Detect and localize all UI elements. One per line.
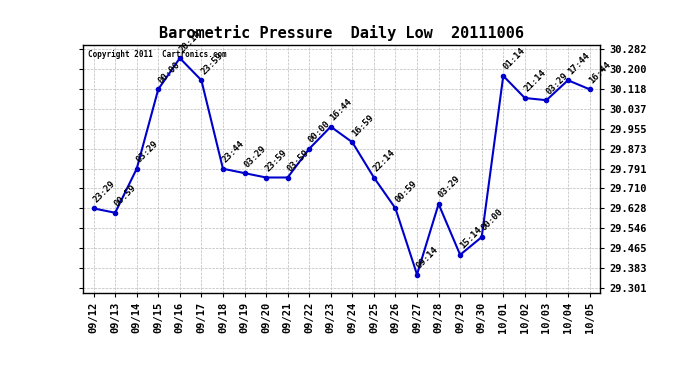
Text: 16:44: 16:44 [328, 97, 354, 123]
Text: 23:59: 23:59 [199, 51, 224, 76]
Text: 03:59: 03:59 [286, 148, 310, 173]
Text: 03:29: 03:29 [135, 139, 160, 165]
Text: 09:14: 09:14 [415, 245, 440, 270]
Text: 00:59: 00:59 [393, 179, 419, 204]
Text: 15:14: 15:14 [458, 225, 483, 251]
Text: 23:44: 23:44 [221, 139, 246, 165]
Text: 00:00: 00:00 [156, 60, 181, 85]
Text: 16:59: 16:59 [350, 113, 375, 138]
Text: 00:00: 00:00 [307, 119, 333, 145]
Text: 01:14: 01:14 [501, 46, 526, 72]
Text: 23:29: 23:29 [91, 179, 117, 204]
Text: 03:29: 03:29 [436, 174, 462, 200]
Text: 16:44: 16:44 [587, 60, 613, 85]
Text: 17:44: 17:44 [566, 51, 591, 76]
Text: Copyright 2011  Cartronics.com: Copyright 2011 Cartronics.com [88, 50, 227, 59]
Text: 00:00: 00:00 [480, 207, 505, 233]
Title: Barometric Pressure  Daily Low  20111006: Barometric Pressure Daily Low 20111006 [159, 25, 524, 41]
Text: 03:29: 03:29 [242, 144, 268, 169]
Text: 00:59: 00:59 [113, 183, 138, 209]
Text: 03:29: 03:29 [544, 70, 569, 96]
Text: 22:14: 22:14 [372, 148, 397, 173]
Text: 21:14: 21:14 [522, 69, 548, 94]
Text: 20:14: 20:14 [177, 28, 203, 54]
Text: 23:59: 23:59 [264, 148, 289, 173]
